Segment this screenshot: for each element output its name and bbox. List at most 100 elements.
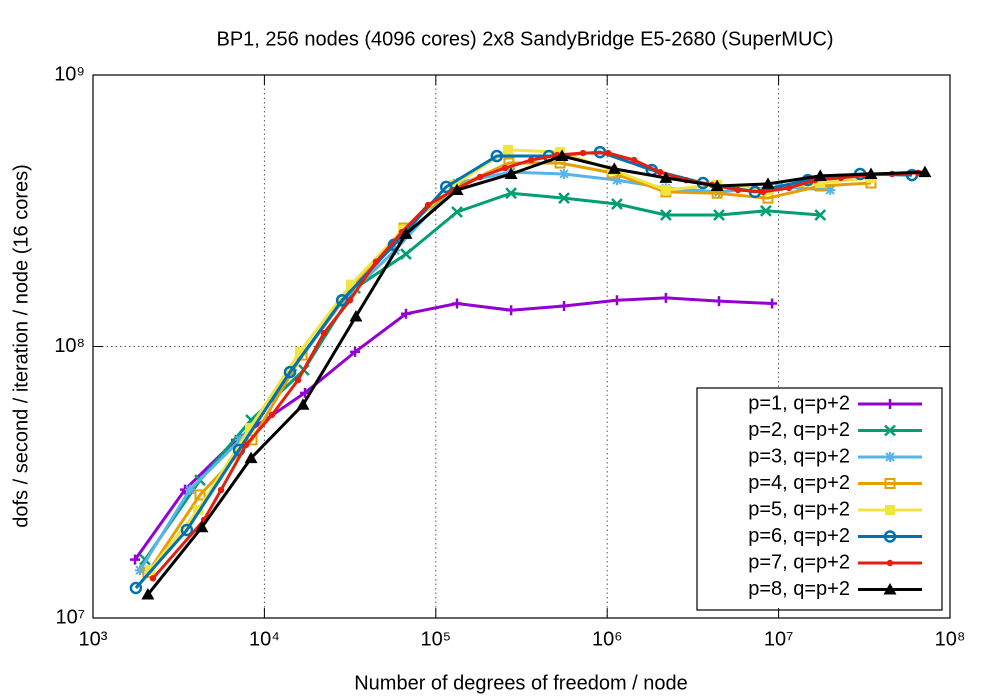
marker (452, 298, 463, 309)
legend-label: p=8, q=p+2 (748, 578, 850, 600)
marker (864, 167, 878, 179)
marker (149, 575, 157, 582)
y-axis-label: dofs / second / iteration / node (16 cor… (10, 164, 32, 528)
marker (400, 308, 411, 319)
marker (761, 177, 775, 189)
marker (451, 206, 463, 218)
marker (813, 169, 827, 181)
legend: p=1, q=p+2 p=2, q=p+2 p=3, q=p+2 p=4, q=p+2… (696, 387, 943, 611)
marker (501, 164, 509, 172)
marker (604, 149, 612, 157)
marker (504, 167, 518, 179)
marker (884, 424, 896, 437)
marker (372, 258, 380, 266)
marker (400, 248, 412, 260)
marker (611, 198, 623, 210)
marker (320, 329, 328, 337)
marker (660, 209, 672, 221)
marker (506, 305, 517, 316)
marker (399, 227, 413, 239)
marker (345, 279, 356, 290)
series-line (133, 296, 773, 561)
marker (449, 179, 460, 190)
marker (713, 296, 724, 307)
marker (450, 183, 464, 196)
legend-label: p=1, q=p+2 (748, 392, 850, 414)
marker (883, 583, 897, 595)
marker (490, 149, 504, 163)
marker (659, 171, 673, 183)
y-tick-label: 10⁷ (56, 606, 85, 628)
marker (660, 292, 671, 303)
marker (885, 452, 895, 462)
legend-label: p=5, q=p+2 (748, 498, 850, 520)
marker (885, 505, 895, 515)
marker (656, 168, 664, 176)
legend-label: p=7, q=p+2 (748, 551, 850, 573)
marker (141, 588, 155, 600)
x-tick-label: 10⁸ (935, 628, 966, 650)
marker (579, 149, 587, 157)
marker (825, 185, 836, 196)
marker (503, 144, 514, 155)
marker (235, 434, 246, 445)
x-tick-label: 10³ (79, 628, 108, 650)
y-tick-label: 10⁸ (54, 335, 85, 357)
marker (129, 554, 140, 565)
marker (194, 489, 206, 501)
marker (268, 411, 276, 419)
marker (918, 165, 932, 178)
legend-label: p=4, q=p+2 (748, 472, 850, 494)
marker (244, 422, 255, 433)
marker (193, 504, 204, 515)
marker (346, 297, 354, 304)
marker (217, 486, 225, 494)
marker (300, 387, 311, 398)
series-line (134, 150, 913, 589)
marker (559, 168, 570, 179)
x-axis-label: Number of degrees of freedom / node (354, 672, 688, 694)
marker (555, 147, 566, 158)
marker (559, 300, 570, 311)
marker (476, 173, 484, 181)
marker (710, 179, 724, 192)
x-tick-label: 10⁶ (592, 628, 622, 650)
marker (294, 346, 305, 357)
marker (611, 295, 622, 306)
legend-box (696, 387, 943, 611)
marker (244, 451, 258, 464)
series-line (151, 151, 918, 580)
marker (180, 523, 194, 537)
marker (767, 298, 778, 309)
plot-area (129, 144, 932, 600)
marker (660, 185, 671, 196)
marker (734, 186, 742, 194)
marker (883, 530, 897, 543)
marker (242, 441, 250, 449)
marker (558, 192, 570, 204)
marker (785, 184, 793, 192)
marker (630, 156, 638, 164)
marker (349, 309, 363, 322)
x-tick-label: 10⁴ (249, 628, 280, 650)
marker (713, 209, 725, 221)
marker (760, 204, 772, 217)
marker (184, 484, 195, 495)
marker (195, 520, 209, 533)
marker (607, 162, 621, 174)
marker (129, 581, 143, 595)
marker (294, 376, 302, 384)
marker (815, 178, 826, 189)
chart-title: BP1, 256 nodes (4096 cores) 2x8 SandyBri… (216, 28, 833, 50)
grid (93, 75, 950, 618)
marker (296, 398, 310, 410)
x-tick-label: 10⁵ (421, 628, 452, 650)
marker (814, 209, 827, 221)
marker (527, 156, 535, 164)
marker (246, 434, 258, 446)
marker (555, 149, 569, 162)
marker (886, 559, 894, 567)
legend-label: p=6, q=p+2 (748, 525, 850, 547)
marker (885, 399, 895, 409)
legend-label: p=2, q=p+2 (748, 419, 850, 441)
